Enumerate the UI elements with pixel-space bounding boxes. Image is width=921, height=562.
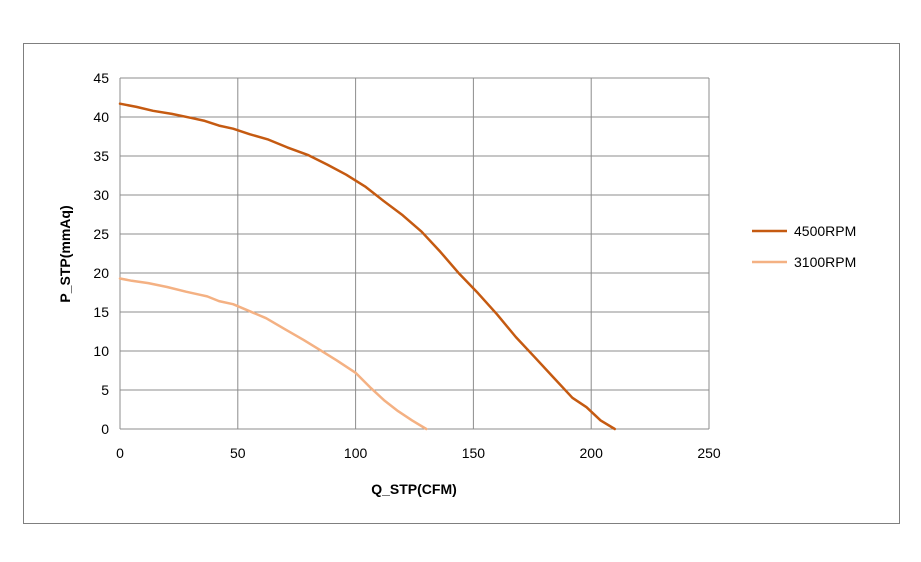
x-tick-labels: 0 50 100 150 200 250: [116, 445, 721, 461]
y-tick-label: 10: [93, 343, 109, 359]
y-tick-label: 35: [93, 148, 109, 164]
y-tick-label: 25: [93, 226, 109, 242]
y-tick-label: 5: [101, 382, 109, 398]
x-tick-label: 250: [697, 445, 721, 461]
series-lines: [118, 102, 617, 431]
y-tick-label: 30: [93, 187, 109, 203]
x-axis-title: Q_STP(CFM): [371, 481, 457, 497]
y-tick-label: 0: [101, 421, 109, 437]
x-tick-label: 0: [116, 445, 124, 461]
grid-lines: [119, 77, 710, 430]
legend-label: 4500RPM: [794, 223, 856, 239]
x-tick-label: 100: [344, 445, 368, 461]
y-axis-title: P_STP(mmAq): [57, 205, 73, 302]
legend-label: 3100RPM: [794, 254, 856, 270]
x-tick-label: 200: [580, 445, 604, 461]
x-tick-label: 150: [462, 445, 486, 461]
series-line-4500rpm: [118, 102, 617, 431]
y-tick-label: 20: [93, 265, 109, 281]
chart-frame: [23, 43, 900, 524]
y-tick-label: 45: [93, 70, 109, 86]
series-line-3100rpm: [118, 277, 428, 431]
x-tick-label: 50: [230, 445, 246, 461]
y-tick-label: 15: [93, 304, 109, 320]
legend: 4500RPM 3100RPM: [752, 223, 856, 270]
y-tick-label: 40: [93, 109, 109, 125]
y-tick-labels: 0 5 10 15 20 25 30 35 40 45: [93, 70, 109, 437]
